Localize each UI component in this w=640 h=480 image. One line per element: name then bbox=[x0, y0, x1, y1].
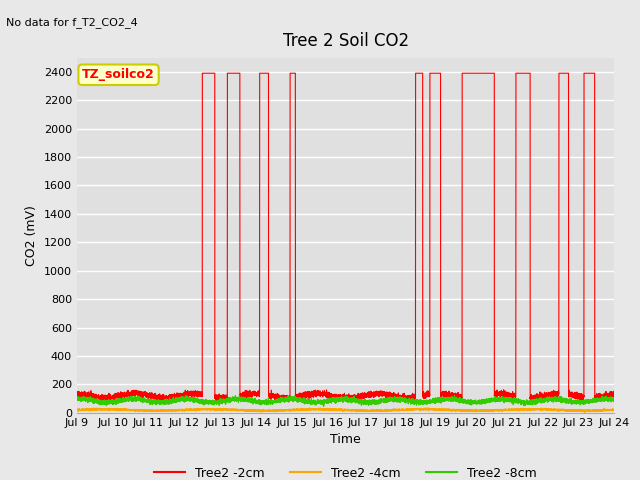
Title: Tree 2 Soil CO2: Tree 2 Soil CO2 bbox=[282, 33, 409, 50]
Text: TZ_soilco2: TZ_soilco2 bbox=[82, 68, 155, 81]
Legend: Tree2 -2cm, Tree2 -4cm, Tree2 -8cm: Tree2 -2cm, Tree2 -4cm, Tree2 -8cm bbox=[149, 462, 542, 480]
Y-axis label: CO2 (mV): CO2 (mV) bbox=[25, 205, 38, 265]
Text: No data for f_T2_CO2_4: No data for f_T2_CO2_4 bbox=[6, 17, 138, 28]
X-axis label: Time: Time bbox=[330, 433, 361, 446]
